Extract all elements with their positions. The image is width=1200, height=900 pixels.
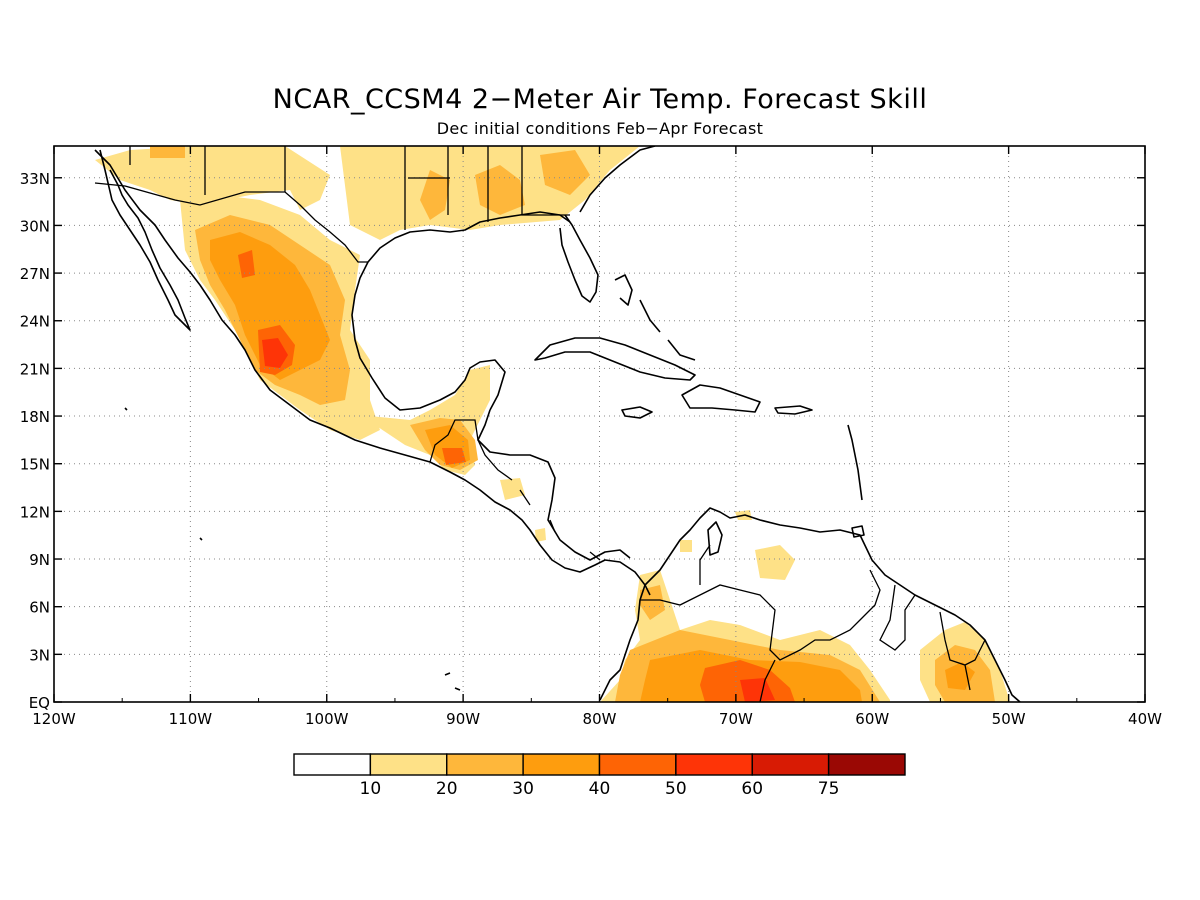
chart-title: NCAR_CCSM4 2−Meter Air Temp. Forecast Sk… <box>272 84 928 115</box>
colorbar-label: 60 <box>741 779 763 799</box>
colorbar-swatch <box>369 753 448 776</box>
chart-subtitle: Dec initial conditions Feb−Apr Forecast <box>436 119 764 138</box>
lat-tick-label: 18N <box>20 408 50 426</box>
colorbar-swatch <box>293 753 372 776</box>
lat-tick-label: 9N <box>29 551 50 569</box>
lat-tick-label: 21N <box>20 360 50 378</box>
lat-tick-label: 30N <box>20 217 50 235</box>
colorbar-label: 75 <box>818 779 840 799</box>
political-borders <box>94 146 986 702</box>
colorbar-label: 50 <box>665 779 687 799</box>
lat-tick-label: 24N <box>20 313 50 331</box>
lake-maracaibo <box>707 521 723 556</box>
colorbar-swatch <box>522 753 601 776</box>
lon-tick-label: 50W <box>992 710 1026 728</box>
lat-tick-label: 6N <box>29 599 50 617</box>
colorbar-swatch <box>751 753 830 776</box>
colorbar-swatch <box>827 753 906 776</box>
lat-axis: EQ 3N 6N 9N 12N 15N 18N 21N 24N 27N 30N 33N <box>20 170 1145 712</box>
colorbar-label: 30 <box>512 779 534 799</box>
puerto-rico <box>774 405 813 415</box>
lon-tick-label: 80W <box>583 710 617 728</box>
lon-tick-label: 100W <box>305 710 349 728</box>
lon-tick-label: 60W <box>855 710 889 728</box>
south-america-borders <box>640 544 986 702</box>
lon-tick-label: 40W <box>1128 710 1162 728</box>
coastlines <box>94 146 1021 702</box>
south-america-coast <box>599 507 1021 702</box>
lat-tick-label: 15N <box>20 456 50 474</box>
colorbar-swatch <box>675 753 753 776</box>
florida-coast <box>559 214 599 303</box>
colorbar-label: 10 <box>360 779 382 799</box>
skill-shading <box>95 146 1010 702</box>
baja-california-coast <box>99 149 191 331</box>
lon-axis: 120W 110W 100W 90W 80W 70W 60W 50W 40W <box>32 146 1162 728</box>
cuba <box>534 337 696 381</box>
map-grid <box>54 146 1145 702</box>
colorbar: 10 20 30 40 50 60 75 <box>293 753 906 799</box>
bahamas <box>614 274 696 361</box>
lat-tick-label: 3N <box>29 646 50 664</box>
lon-tick-label: 120W <box>32 710 76 728</box>
lat-tick-label: EQ <box>29 694 50 712</box>
lon-tick-label: 110W <box>169 710 213 728</box>
us-state-borders <box>129 146 570 230</box>
lat-tick-label: 12N <box>20 503 50 521</box>
central-america-caribbean-coast <box>477 409 631 561</box>
lat-tick-label: 33N <box>20 170 50 188</box>
colorbar-swatch <box>598 753 677 776</box>
hispaniola <box>681 384 761 413</box>
colorbar-label: 20 <box>436 779 458 799</box>
mexico-pacific-coast <box>94 149 651 596</box>
central-america-borders <box>429 419 601 561</box>
colorbar-swatch <box>446 753 524 776</box>
skill-50-60-areas <box>262 338 775 702</box>
colorbar-label: 40 <box>589 779 611 799</box>
jamaica <box>621 406 653 419</box>
lon-tick-label: 90W <box>446 710 480 728</box>
gulf-coast <box>351 211 571 411</box>
trinidad <box>851 525 865 538</box>
lon-tick-label: 70W <box>719 710 753 728</box>
us-atlantic-coast <box>579 146 656 213</box>
lat-tick-label: 27N <box>20 265 50 283</box>
lesser-antilles <box>847 424 863 501</box>
us-mexico-border <box>94 182 368 263</box>
pacific-islands <box>124 407 461 691</box>
